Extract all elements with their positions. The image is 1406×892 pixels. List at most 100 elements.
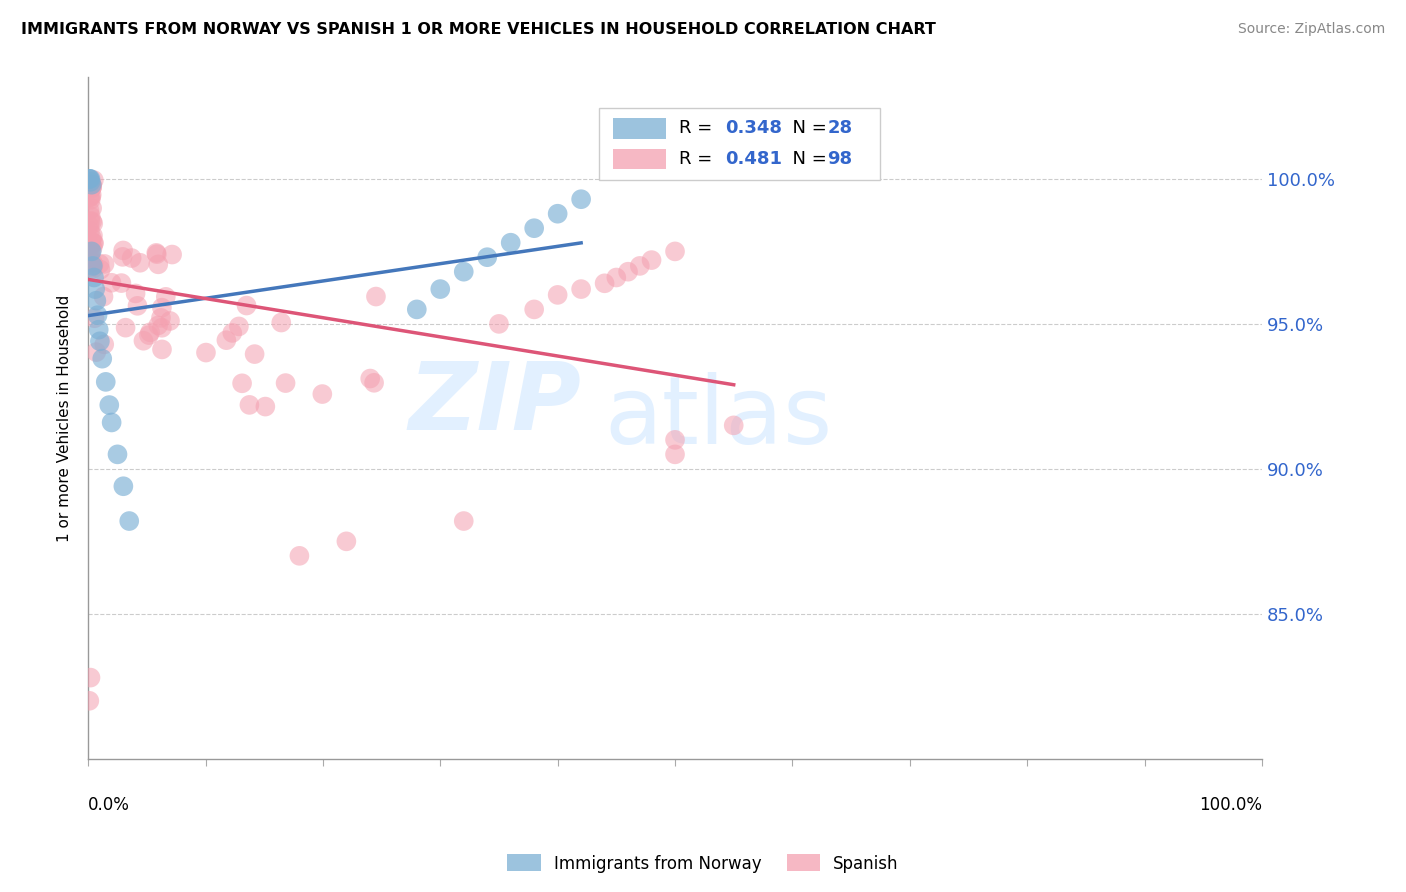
Point: [453, 514, 475, 528]
Point: [80, 235, 103, 249]
Point: [79, 256, 101, 270]
Point: [150, 301, 173, 315]
Point: [112, 244, 135, 258]
Point: [617, 265, 640, 279]
Point: [405, 302, 427, 317]
Point: [238, 398, 260, 412]
Point: [80, 246, 103, 260]
Y-axis label: 1 or more Vehicles in Household: 1 or more Vehicles in Household: [58, 294, 72, 541]
Point: [112, 479, 135, 493]
Point: [79, 175, 101, 189]
Text: N =: N =: [780, 119, 832, 136]
Text: 0.0%: 0.0%: [89, 797, 129, 814]
Point: [80, 178, 103, 192]
Point: [100, 276, 122, 290]
Point: [79, 238, 101, 252]
Text: R =: R =: [679, 150, 717, 168]
Point: [83, 235, 105, 250]
Point: [221, 326, 243, 340]
Point: [79, 247, 101, 261]
Point: [127, 299, 149, 313]
Point: [499, 235, 522, 250]
Text: ZIP: ZIP: [408, 359, 581, 450]
Point: [523, 221, 546, 235]
Point: [270, 316, 292, 330]
Text: 28: 28: [828, 119, 852, 136]
Point: [79, 190, 101, 204]
Point: [110, 276, 132, 290]
Point: [150, 310, 173, 325]
Point: [139, 326, 162, 340]
Point: [121, 251, 143, 265]
Point: [132, 334, 155, 348]
Text: 0.348: 0.348: [725, 119, 783, 136]
Point: [664, 244, 686, 259]
Point: [235, 299, 257, 313]
Point: [194, 345, 217, 359]
Point: [254, 400, 277, 414]
Point: [664, 447, 686, 461]
Point: [146, 247, 169, 261]
Point: [311, 387, 333, 401]
Point: [82, 214, 104, 228]
FancyBboxPatch shape: [599, 108, 880, 179]
Point: [79, 224, 101, 238]
Point: [82, 261, 104, 276]
Point: [723, 418, 745, 433]
Point: [80, 187, 103, 202]
Text: 0.481: 0.481: [725, 150, 783, 168]
Text: R =: R =: [679, 119, 717, 136]
Point: [98, 398, 121, 412]
Point: [569, 192, 592, 206]
Point: [228, 319, 250, 334]
Point: [79, 252, 101, 266]
Point: [79, 219, 101, 233]
Text: 100.0%: 100.0%: [1199, 797, 1263, 814]
Point: [83, 270, 105, 285]
Point: [215, 333, 238, 347]
Text: N =: N =: [780, 150, 832, 168]
Point: [90, 262, 112, 277]
Point: [94, 375, 117, 389]
Point: [79, 239, 101, 253]
Point: [148, 257, 170, 271]
Point: [79, 214, 101, 228]
Point: [86, 293, 108, 308]
Point: [488, 317, 510, 331]
Point: [159, 314, 181, 328]
Point: [150, 320, 173, 334]
Point: [359, 371, 381, 385]
Point: [82, 179, 104, 194]
Point: [547, 207, 569, 221]
Legend: Immigrants from Norway, Spanish: Immigrants from Norway, Spanish: [501, 847, 905, 880]
Point: [628, 259, 651, 273]
Point: [129, 256, 152, 270]
Text: 98: 98: [828, 150, 852, 168]
Point: [547, 288, 569, 302]
Point: [605, 270, 627, 285]
Point: [80, 209, 103, 223]
Point: [150, 343, 173, 357]
Point: [79, 203, 101, 218]
Point: [288, 549, 311, 563]
Point: [80, 193, 103, 207]
Point: [569, 282, 592, 296]
Point: [118, 514, 141, 528]
Point: [79, 172, 101, 186]
Point: [363, 376, 385, 390]
Point: [86, 308, 108, 322]
Point: [155, 290, 177, 304]
Point: [429, 282, 451, 296]
Point: [124, 286, 146, 301]
Point: [138, 328, 160, 343]
Point: [640, 253, 662, 268]
Point: [274, 376, 297, 390]
Point: [114, 320, 136, 334]
Point: [79, 175, 101, 189]
Point: [231, 376, 253, 391]
Point: [100, 416, 122, 430]
Point: [89, 334, 111, 349]
Point: [82, 241, 104, 255]
Point: [80, 244, 103, 259]
Text: IMMIGRANTS FROM NORWAY VS SPANISH 1 OR MORE VEHICLES IN HOUSEHOLD CORRELATION CH: IMMIGRANTS FROM NORWAY VS SPANISH 1 OR M…: [21, 22, 936, 37]
